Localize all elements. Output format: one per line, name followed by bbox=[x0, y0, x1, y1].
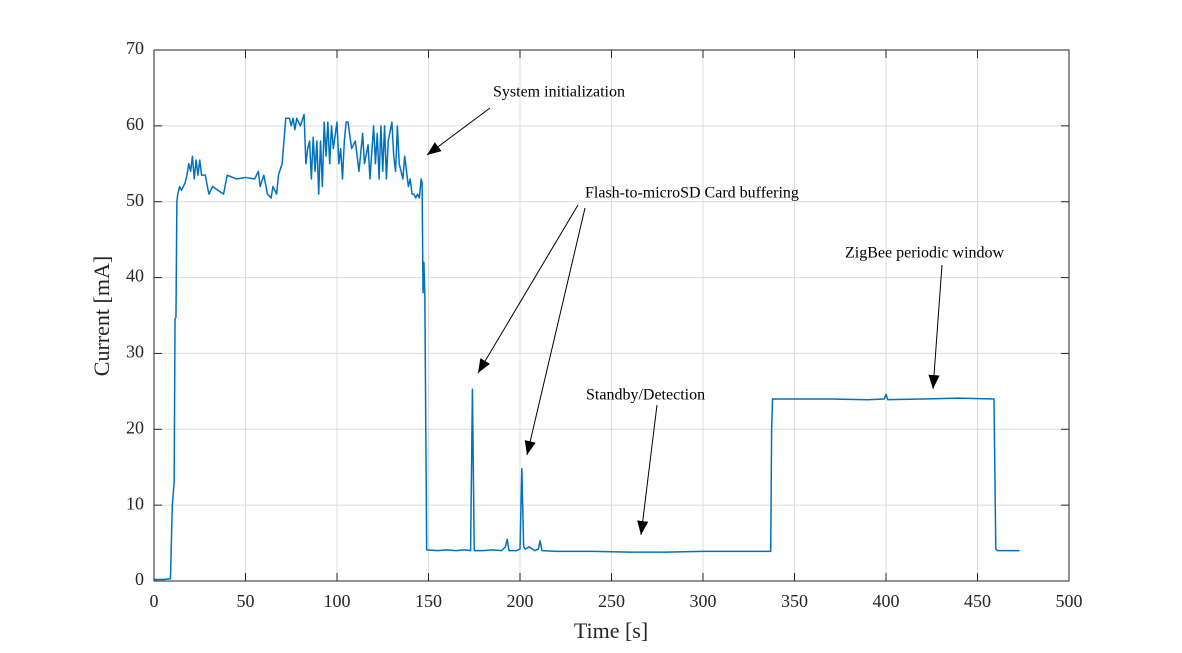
y-tick-label: 0 bbox=[135, 569, 144, 589]
x-tick-label: 300 bbox=[690, 591, 717, 611]
x-axis-label: Time [s] bbox=[574, 618, 648, 643]
y-tick-label: 70 bbox=[126, 38, 144, 58]
y-tick-label: 40 bbox=[126, 266, 144, 286]
x-tick-label: 150 bbox=[415, 591, 442, 611]
arrow bbox=[928, 264, 943, 390]
annotation: System initialization bbox=[493, 84, 625, 101]
annotation: Flash-to-microSD Card buffering bbox=[585, 185, 799, 202]
x-tick-label: 50 bbox=[237, 591, 255, 611]
arrow bbox=[637, 404, 658, 536]
x-tick-label: 100 bbox=[324, 591, 351, 611]
line bbox=[154, 113, 1020, 581]
arrow bbox=[426, 107, 491, 156]
y-tick-label: 10 bbox=[126, 493, 144, 513]
x-tick-label: 0 bbox=[150, 591, 159, 611]
annotation: ZigBee periodic window bbox=[845, 245, 1005, 262]
y-tick-label: 20 bbox=[126, 417, 144, 437]
x-tick-label: 350 bbox=[781, 591, 808, 611]
arrow bbox=[524, 207, 586, 456]
y-axis-label: Current [mA] bbox=[89, 256, 114, 376]
y-tick-label: 60 bbox=[126, 114, 144, 134]
arrow bbox=[477, 204, 579, 374]
x-tick-label: 450 bbox=[964, 591, 991, 611]
y-tick-label: 50 bbox=[126, 190, 144, 210]
x-tick-label: 200 bbox=[507, 591, 534, 611]
x-tick-label: 400 bbox=[873, 591, 900, 611]
x-tick-label: 250 bbox=[598, 591, 625, 611]
y-tick-label: 30 bbox=[126, 342, 144, 362]
x-tick-label: 500 bbox=[1056, 591, 1083, 611]
axes-box bbox=[153, 49, 1070, 582]
annotation: Standby/Detection bbox=[586, 387, 705, 404]
plot-area: 0 50 100 150 200 250 300 350 400 450 500 0 10 20 30 40 5… bbox=[126, 38, 1083, 611]
